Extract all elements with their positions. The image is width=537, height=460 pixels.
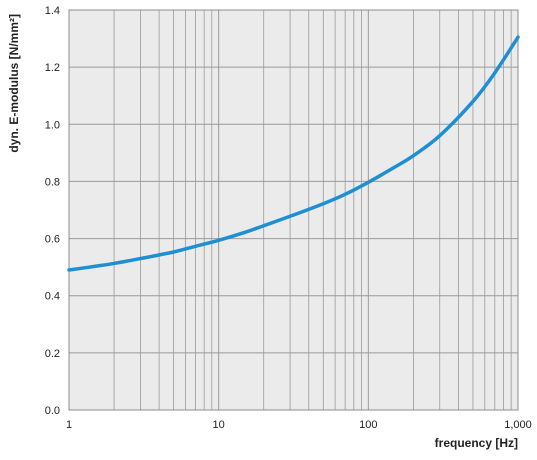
x-tick-labels: 1 10 100 1,000 xyxy=(66,419,532,431)
y-tick-label: 0.4 xyxy=(45,291,60,303)
y-tick-label: 0.2 xyxy=(45,348,60,360)
y-tick-label: 0.6 xyxy=(45,234,60,246)
y-tick-label: 0.8 xyxy=(45,176,60,188)
minor-gridlines xyxy=(113,10,512,410)
series-layer xyxy=(67,35,520,272)
x-tick-label: 100 xyxy=(359,419,377,431)
y-tick-label: 1.0 xyxy=(45,119,60,131)
x-tick-label: 1 xyxy=(66,419,72,431)
y-tick-label: 1.4 xyxy=(45,5,60,17)
x-tick-label: 1,000 xyxy=(504,419,532,431)
series-line xyxy=(67,35,520,272)
x-axis-title: frequency [Hz] xyxy=(435,436,518,450)
x-tick-label: 10 xyxy=(213,419,225,431)
plot-frame xyxy=(68,9,519,411)
y-tick-labels: 0.0 0.2 0.4 0.6 0.8 1.0 1.2 1.4 xyxy=(45,5,60,417)
plot-background xyxy=(69,10,518,410)
y-tick-label: 1.2 xyxy=(45,62,60,74)
y-axis-title: dyn. E-modulus [N/mm²] xyxy=(7,14,21,153)
y-tick-label: 0.0 xyxy=(45,405,60,417)
